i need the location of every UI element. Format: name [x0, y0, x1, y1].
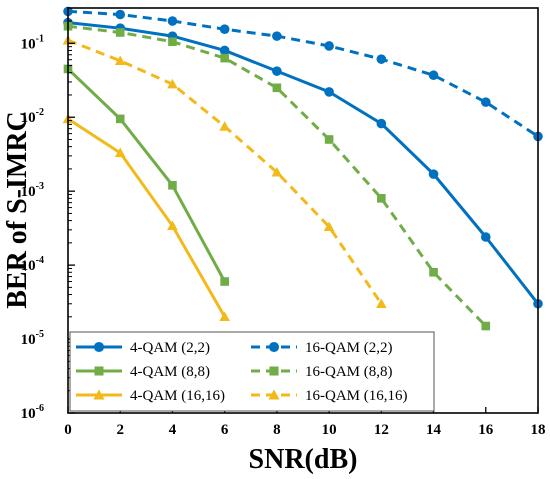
data-point [377, 194, 386, 203]
legend-marker [94, 366, 104, 376]
data-point [376, 118, 387, 129]
legend-item: 4-QAM (2,2) [76, 340, 210, 356]
x-tick-label: 14 [426, 422, 442, 438]
legend-label: 4-QAM (8,8) [130, 364, 210, 380]
series-line [66, 67, 226, 283]
legend-label: 16-QAM (16,16) [305, 388, 408, 404]
data-point [115, 28, 125, 37]
y-tick-label: 10-2 [21, 107, 44, 126]
legend-item: 16-QAM (16,16) [251, 388, 408, 404]
series-16-qam-16-16 [62, 34, 387, 309]
data-point [115, 114, 125, 124]
y-tick-label: 10-5 [21, 329, 44, 348]
data-point [324, 87, 334, 97]
data-point [480, 97, 491, 107]
data-point [219, 24, 230, 35]
data-point [220, 277, 229, 286]
series-16-qam-2-2 [63, 6, 543, 142]
data-point [376, 54, 387, 64]
legend-label: 4-QAM (2,2) [130, 340, 210, 356]
legend-marker [93, 389, 105, 400]
legend: 4-QAM (2,2) 16-QAM (2,2) 4-QAM (8,8) 16-QAM… [69, 331, 435, 412]
data-point [323, 221, 335, 232]
legend-marker [93, 341, 105, 353]
legend-label: 4-QAM (16,16) [130, 388, 225, 404]
legend-marker [268, 341, 280, 353]
data-point [115, 9, 126, 20]
x-tick-label: 16 [478, 422, 494, 438]
series-layer [62, 6, 543, 331]
series-line [67, 9, 539, 138]
legend-marker [269, 366, 279, 376]
data-point [167, 220, 178, 231]
data-point [167, 16, 178, 26]
data-point [219, 121, 230, 131]
y-tick-label: 10-1 [21, 33, 44, 52]
x-axis-title: SNR(dB) [249, 444, 358, 475]
series-line [67, 117, 226, 318]
x-tick-label: 12 [374, 422, 389, 438]
data-point [324, 135, 334, 144]
data-point [271, 166, 283, 177]
series-4-qam-8-8 [63, 64, 229, 286]
x-tick-label: 0 [64, 422, 72, 438]
legend-item: 16-QAM (8,8) [251, 364, 393, 380]
data-point [429, 267, 438, 277]
y-tick-label: 10-6 [21, 403, 44, 422]
data-point [114, 147, 126, 158]
data-point [168, 181, 177, 190]
data-point [114, 55, 126, 66]
data-point [481, 321, 491, 331]
data-point [167, 78, 178, 89]
series-line [67, 21, 540, 305]
x-tick-label: 6 [221, 422, 229, 438]
legend-marker [268, 389, 280, 400]
legend-item: 4-QAM (8,8) [76, 364, 210, 380]
x-tick-label: 8 [273, 422, 281, 438]
x-tick-label: 18 [531, 422, 546, 438]
y-tick-label: 10-3 [21, 181, 44, 200]
x-tick-label: 4 [169, 422, 177, 438]
data-point [324, 41, 334, 51]
legend-item: 4-QAM (16,16) [76, 388, 225, 404]
data-point [272, 66, 282, 76]
data-point [428, 169, 439, 179]
data-point [168, 37, 177, 47]
data-point [219, 45, 230, 56]
data-point [272, 31, 282, 41]
data-point [219, 311, 230, 322]
legend-label: 16-QAM (8,8) [305, 364, 393, 380]
data-point [220, 53, 229, 63]
series-4-qam-2-2 [63, 17, 543, 309]
legend-label: 16-QAM (2,2) [305, 340, 393, 356]
data-point [376, 298, 387, 309]
series-4-qam-16-16 [62, 113, 230, 322]
data-point [428, 70, 439, 81]
ticks-layer: 0 2 4 6 8 10 12 14 16 18 10-6 10-5 10-4 10-3 10-2 10-1 [21, 20, 546, 438]
x-tick-label: 2 [116, 422, 124, 438]
y-axis-title: BER of S-IMRC [2, 111, 33, 309]
data-point [272, 83, 282, 93]
data-point [480, 232, 491, 242]
plot-frame [67, 7, 539, 414]
series-line [67, 38, 383, 305]
x-tick-label: 10 [322, 422, 337, 438]
y-tick-label: 10-4 [21, 255, 44, 274]
legend-item: 16-QAM (2,2) [251, 340, 393, 356]
